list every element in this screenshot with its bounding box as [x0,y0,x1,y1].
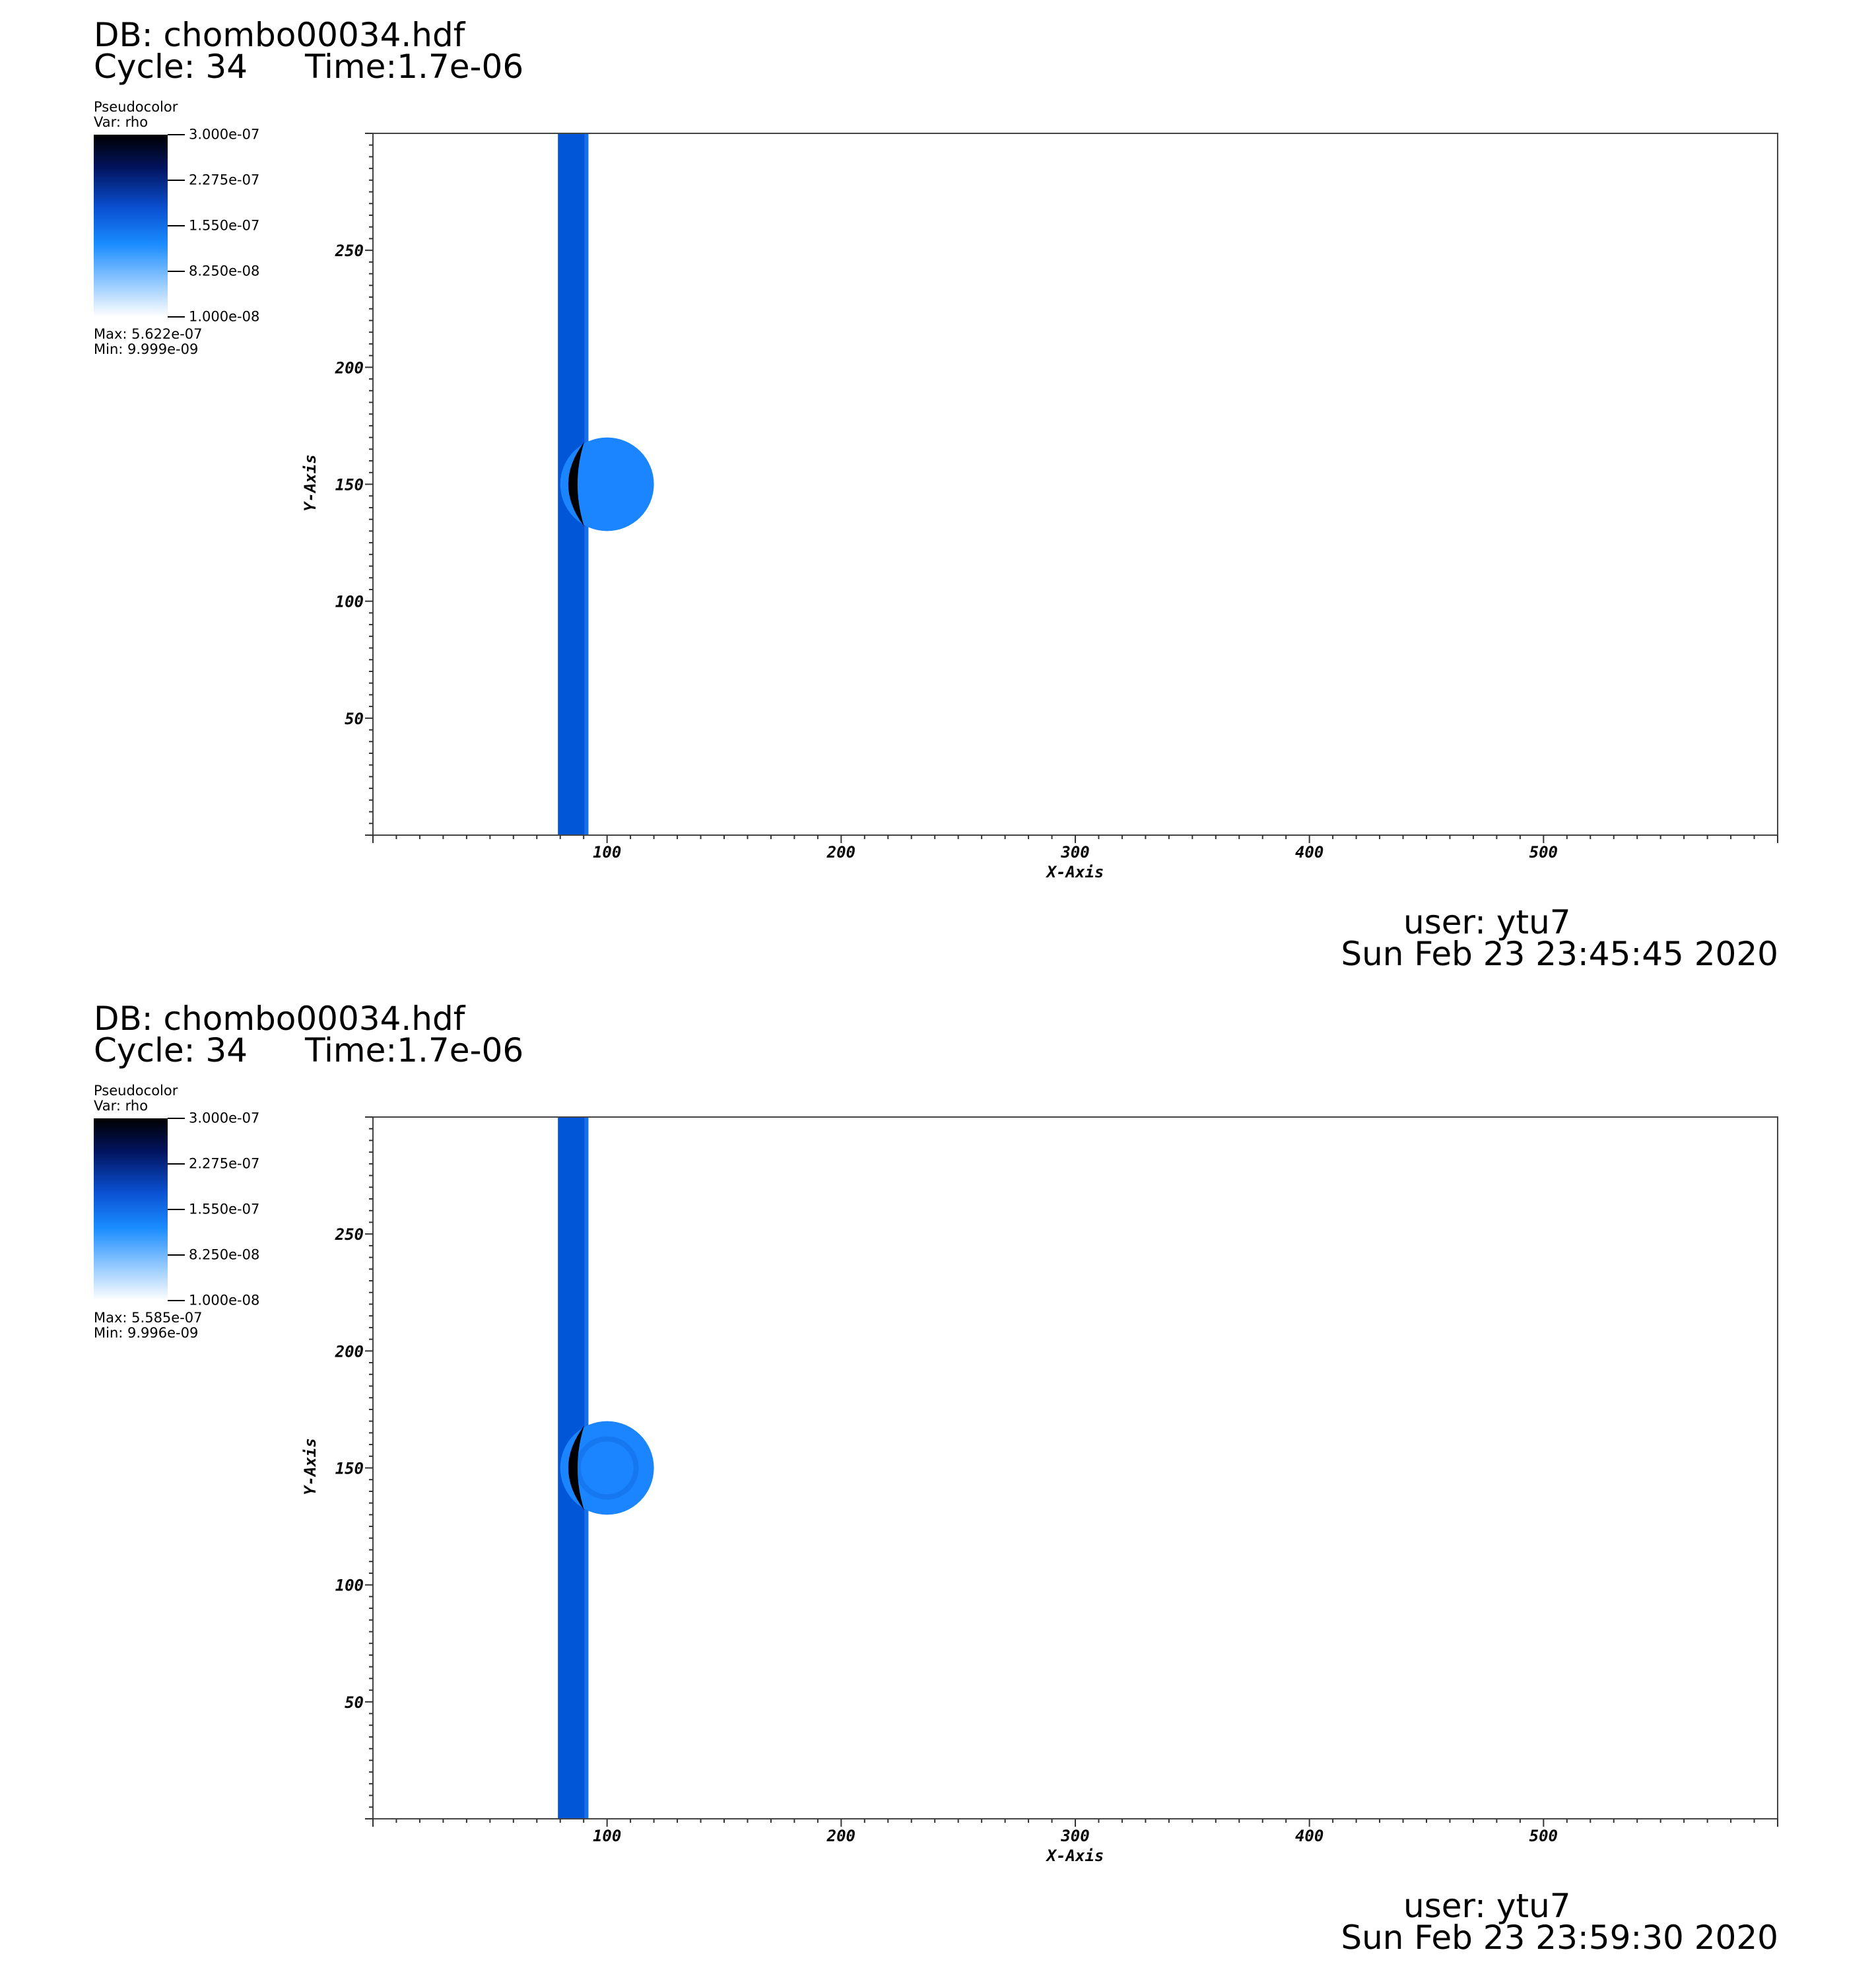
colorbar-tick-label: 2.275e-07 [189,172,260,188]
density-bubble-ring [575,1436,639,1500]
y-tick-label: 150 [335,1460,364,1478]
colorbar-tick [168,134,185,135]
legend-variable: Var: rho [94,114,149,130]
y-tick-label: 50 [345,710,364,728]
colorbar-tick [168,180,185,181]
user-label: user: ytu7 [1403,903,1571,941]
plot-content [558,133,654,835]
time-value: Time:1.7e-06 [305,48,524,86]
colorbar-tick [168,1300,185,1301]
cycle-value: Cycle: 34 [94,1031,248,1070]
legend-plot-type: Pseudocolor [94,1083,178,1099]
database-title: DB: chombo00034.hdf [94,16,465,54]
x-tick-label: 300 [1060,1827,1089,1845]
x-axis-label: X-Axis [1046,1847,1104,1865]
pseudocolor-plot: 100 200 300 400 500 50 100 150 200 250 X-Axis Y-Axi… [301,1116,1778,1865]
x-axis-label: X-Axis [1046,863,1104,881]
x-tick-label: 100 [593,1827,621,1845]
legend-min: Min: 9.996e-09 [94,1325,199,1341]
legend-max: Max: 5.622e-07 [94,326,203,342]
legend-max: Max: 5.585e-07 [94,1310,203,1326]
legend-variable: Var: rho [94,1098,149,1114]
x-tick-label: 400 [1295,843,1323,862]
colorbar-tick-label: 8.250e-08 [189,1246,260,1263]
colorbar-tick-label: 1.550e-07 [189,217,260,234]
y-tick-label: 250 [335,1225,364,1244]
pseudocolor-plot: 100 200 300 400 500 50 100 150 200 250 X-Axis Y-Axi… [301,133,1778,881]
y-tick-label: 100 [335,1577,364,1595]
shock-front [568,442,584,527]
y-tick-label: 50 [345,1693,364,1712]
colorbar-tick-label: 3.000e-07 [189,1110,260,1126]
colorbar-tick-label: 1.000e-08 [189,308,260,325]
colorbar-tick [168,225,185,226]
shock-front [568,1425,584,1511]
x-tick-label: 500 [1529,843,1558,862]
density-bubble [560,437,654,531]
colorbar-tick [168,1118,185,1119]
x-tick-label: 200 [826,843,855,862]
legend-plot-type: Pseudocolor [94,99,178,115]
colorbar [94,135,168,317]
plot-panel-1: DB: chombo00034.hdf Cycle: 34 Time:1.7e-… [0,0,1876,984]
colorbar-tick [168,1163,185,1165]
colorbar-tick-label: 2.275e-07 [189,1155,260,1172]
user-label: user: ytu7 [1403,1887,1571,1925]
x-tick-label: 400 [1295,1827,1323,1845]
colorbar-tick [168,316,185,318]
colorbar-tick [168,271,185,272]
x-tick-label: 100 [593,843,621,862]
legend-min: Min: 9.999e-09 [94,341,199,357]
x-tick-label: 500 [1529,1827,1558,1845]
plot-content [558,1117,654,1819]
date-label: Sun Feb 23 23:45:45 2020 [1341,935,1778,973]
time-value: Time:1.7e-06 [305,1031,524,1070]
y-axis-label: Y-Axis [301,1438,319,1495]
colorbar-tick [168,1209,185,1210]
plot-panel-2: DB: chombo00034.hdf Cycle: 34 Time:1.7e-… [0,984,1876,1967]
density-bubble [560,1421,654,1515]
colorbar-tick-label: 8.250e-08 [189,263,260,279]
y-tick-label: 250 [335,242,364,260]
y-tick-label: 200 [335,358,364,377]
colorbar-tick-label: 1.550e-07 [189,1201,260,1217]
cycle-label: Cycle: 34 Time:1.7e-06 [94,48,523,86]
y-axis-label: Y-Axis [301,454,319,512]
colorbar-tick [168,1254,185,1256]
x-tick-label: 300 [1060,843,1089,862]
date-label: Sun Feb 23 23:59:30 2020 [1341,1919,1778,1957]
colorbar [94,1118,168,1301]
x-tick-label: 200 [826,1827,855,1845]
y-tick-label: 100 [335,593,364,611]
database-title: DB: chombo00034.hdf [94,1000,465,1038]
colorbar-tick-label: 3.000e-07 [189,126,260,143]
cycle-label: Cycle: 34 Time:1.7e-06 [94,1031,523,1070]
colorbar-tick-label: 1.000e-08 [189,1292,260,1308]
cycle-value: Cycle: 34 [94,48,248,86]
y-tick-label: 150 [335,476,364,494]
y-tick-label: 200 [335,1342,364,1361]
